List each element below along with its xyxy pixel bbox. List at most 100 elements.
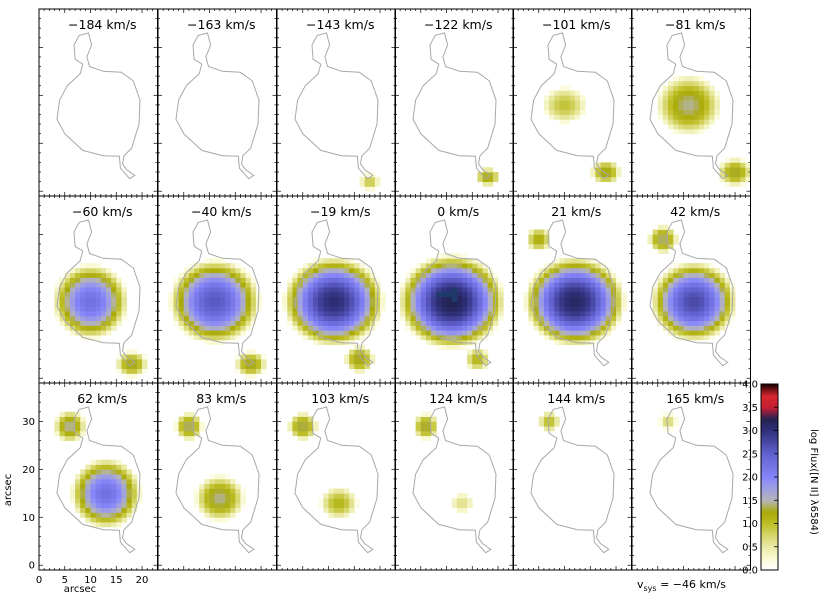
x-tick-label: 0 xyxy=(36,575,42,586)
flux-map xyxy=(657,411,679,432)
nebula-outline xyxy=(294,219,379,367)
x-tick-label: 10 xyxy=(84,575,97,586)
flux-map xyxy=(173,411,246,523)
nebula-outline xyxy=(56,406,141,554)
velocity-label: −143 km/s xyxy=(306,17,374,32)
velocity-label: −163 km/s xyxy=(187,17,255,32)
channel-panel: 165 km/s xyxy=(631,382,751,571)
colorbar-label: log Flux([N II] λ6584) xyxy=(808,429,819,535)
nebula-outline xyxy=(649,406,734,554)
x-tick-label: 20 xyxy=(136,575,149,586)
velocity-label: 21 km/s xyxy=(551,204,601,219)
channel-panel: 62 km/s xyxy=(38,382,158,571)
flux-map xyxy=(657,76,751,187)
nebula-outline xyxy=(649,219,734,367)
channel-panel: −81 km/s xyxy=(631,8,751,197)
vsys-value: = −46 km/s xyxy=(657,578,727,591)
nebula-outline xyxy=(294,32,379,180)
nebula-outline xyxy=(175,32,260,180)
channel-panel: −101 km/s xyxy=(512,8,632,197)
colorbar-tick-label: 3.0 xyxy=(742,426,758,437)
colorbar-tick-label: 1.5 xyxy=(742,496,758,507)
nebula-outline xyxy=(412,32,497,180)
nebula-outline xyxy=(412,219,497,367)
flux-map xyxy=(282,258,386,374)
nebula-outline xyxy=(56,219,141,367)
flux-peak-pixel xyxy=(451,287,458,293)
channel-panels: −184 km/s −163 km/s −143 km/s −122 km/s −101… xyxy=(38,8,751,571)
channel-panel: 83 km/s xyxy=(157,382,277,571)
velocity-label: −40 km/s xyxy=(191,204,252,219)
nebula-outline xyxy=(412,406,497,554)
channel-panel: −40 km/s xyxy=(157,195,277,384)
velocity-label: 124 km/s xyxy=(429,391,487,406)
y-tick-label: 10 xyxy=(22,513,35,524)
x-tick-label: 5 xyxy=(62,575,68,586)
colorbar: 0.0 0.5 1.0 1.5 2.0 2.5 3.0 3.5 4.0 xyxy=(742,380,779,577)
velocity-label: 42 km/s xyxy=(670,204,720,219)
colorbar-tick-label: 2.0 xyxy=(742,473,758,484)
nebula-outline xyxy=(530,32,615,180)
channel-panel: −143 km/s xyxy=(276,8,396,197)
y-tick-label: 0 xyxy=(29,561,35,572)
flux-map xyxy=(523,229,627,346)
x-tick-label: 15 xyxy=(110,575,123,586)
velocity-label: 165 km/s xyxy=(666,391,724,406)
velocity-label: 62 km/s xyxy=(77,391,127,406)
velocity-label: −101 km/s xyxy=(542,17,610,32)
channel-panel: 21 km/s xyxy=(512,195,632,384)
flux-map xyxy=(54,263,148,379)
channel-panel: 42 km/s xyxy=(631,195,751,384)
velocity-label: −184 km/s xyxy=(68,17,136,32)
colorbar-tick-label: 3.5 xyxy=(742,403,758,414)
panel-frame xyxy=(631,382,751,571)
flux-peak-pixel xyxy=(451,291,458,298)
flux-map xyxy=(359,172,381,192)
velocity-label: −81 km/s xyxy=(665,17,726,32)
nebula-outline xyxy=(649,32,734,180)
flux-peak-pixel xyxy=(441,291,447,298)
vsys-label: vsys = −46 km/s xyxy=(637,578,726,593)
velocity-label: 0 km/s xyxy=(437,204,479,219)
velocity-label: 83 km/s xyxy=(196,391,246,406)
channel-panel: −122 km/s xyxy=(394,8,514,197)
vsys-subscript: sys xyxy=(644,584,657,593)
colorbar-tick-label: 4.0 xyxy=(742,380,758,391)
flux-map xyxy=(543,85,622,183)
channel-panel: −19 km/s xyxy=(276,195,396,384)
colorbar-tick-label: 1.0 xyxy=(742,519,758,530)
vsys-symbol: v xyxy=(637,578,644,591)
y-axis-label: arcsec xyxy=(3,474,14,506)
velocity-label: −60 km/s xyxy=(72,204,133,219)
velocity-label: −19 km/s xyxy=(310,204,371,219)
nebula-outline xyxy=(56,32,141,180)
y-tick-label: 30 xyxy=(22,417,35,428)
velocity-label: 103 km/s xyxy=(311,391,369,406)
colorbar-tick-label: 2.5 xyxy=(742,449,758,460)
channel-panel: −163 km/s xyxy=(157,8,277,197)
velocity-label: −122 km/s xyxy=(424,17,492,32)
nebula-outline xyxy=(175,219,260,367)
channel-panel: 0 km/s xyxy=(394,195,514,384)
nebula-outline xyxy=(294,406,379,554)
channel-panel: −60 km/s xyxy=(38,195,158,384)
channel-panel: 103 km/s xyxy=(276,382,396,571)
colorbar-tick-label: 0.5 xyxy=(742,542,758,553)
flux-peak-pixel xyxy=(446,291,453,298)
x-axis-label: arcsec xyxy=(64,584,96,595)
axes-labels: arcsec arcsec 0 5 10 15 20 0 10 20 30 xyxy=(3,417,148,595)
flux-map xyxy=(287,411,360,518)
channel-panel: 124 km/s xyxy=(394,382,514,571)
flux-peak-pixel xyxy=(451,296,458,302)
velocity-label: 144 km/s xyxy=(547,391,605,406)
nebula-outline xyxy=(530,219,615,367)
flux-peak-pixel xyxy=(436,291,442,298)
flux-map xyxy=(415,411,473,513)
nebula-outline xyxy=(530,406,615,554)
flux-map xyxy=(647,224,736,341)
flux-map xyxy=(54,411,143,528)
y-tick-label: 20 xyxy=(22,465,35,476)
flux-map xyxy=(538,411,560,432)
colorbar-tick-label: 0.0 xyxy=(742,566,758,577)
